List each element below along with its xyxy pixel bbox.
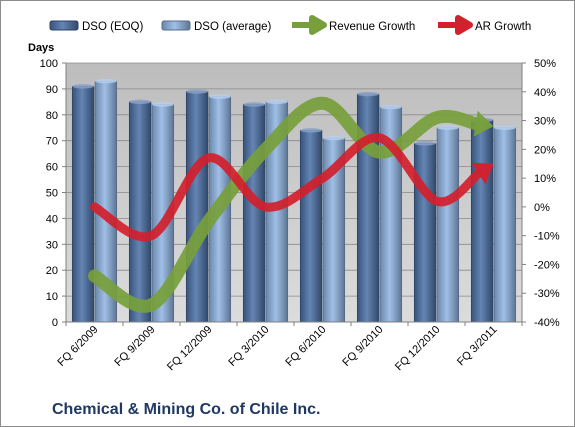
- legend-item-ar-growth: AR Growth: [438, 15, 531, 35]
- bar-cap-dso-average-fq-3-2010: [266, 99, 288, 105]
- bar-dso-eoq-fq-3-2010: [242, 104, 266, 323]
- y-tick-label: 50: [46, 188, 58, 200]
- bar-cap-dso-average-fq-6-2009: [95, 78, 117, 84]
- y-tick-label: 30: [46, 239, 58, 251]
- x-tick-label: FQ 6/2010: [283, 324, 328, 369]
- y-tick-label: 40: [46, 213, 58, 225]
- y-axis-right: -40% -30% -20% -10% 0% 10% 20% 30% 40% 50%: [521, 58, 560, 329]
- legend-label-dso-eoq: DSO (EOQ): [82, 21, 144, 33]
- x-tick-label: FQ 3/2010: [226, 324, 271, 369]
- bar-dso-eoq-fq-6-2009: [71, 86, 95, 323]
- x-tick-label: FQ 6/2009: [55, 324, 100, 369]
- y-tick-label: 80: [46, 110, 58, 122]
- bar-dso-average-fq-3-2011: [493, 127, 517, 323]
- y-tick-label: 100: [40, 58, 58, 70]
- y-tick-label: 60: [46, 162, 58, 174]
- legend-label-dso-average: DSO (average): [194, 21, 272, 33]
- bar-cap-dso-eoq-fq-9-2009: [129, 99, 151, 105]
- y2-tick-label: -30%: [534, 288, 560, 300]
- bar-dso-eoq-fq-12-2010: [413, 142, 437, 323]
- bar-cap-dso-average-fq-9-2009: [152, 102, 174, 107]
- y-tick-label: 0: [52, 317, 58, 329]
- legend-swatch-dso-average: [161, 20, 191, 31]
- y2-tick-label: 0%: [534, 202, 550, 214]
- y-axis-title: Days: [28, 42, 54, 54]
- y2-tick-label: 30%: [534, 116, 556, 128]
- y2-tick-label: 40%: [534, 87, 556, 99]
- x-tick-label: FQ 9/2009: [112, 324, 157, 369]
- legend-arrow-ar-growth: [438, 15, 473, 35]
- chart-title: Chemical & Mining Co. of Chile Inc.: [52, 401, 320, 418]
- bar-cap-dso-eoq-fq-6-2010: [300, 128, 322, 133]
- legend-arrow-revenue-growth: [292, 15, 327, 35]
- bar-dso-eoq-fq-9-2009: [128, 101, 152, 323]
- bar-cap-dso-eoq-fq-6-2009: [72, 84, 94, 89]
- bar-dso-average-fq-12-2010: [436, 127, 460, 323]
- arrowhead-revenue-growth: [473, 110, 494, 137]
- y-tick-label: 70: [46, 136, 58, 148]
- legend: DSO (EOQ) DSO (average) Revenue Growth A…: [49, 15, 531, 35]
- legend-item-revenue-growth: Revenue Growth: [292, 15, 415, 35]
- legend-label-revenue-growth: Revenue Growth: [329, 21, 415, 33]
- bar-cap-dso-average-fq-12-2009: [209, 94, 231, 99]
- y2-tick-label: 20%: [534, 144, 556, 156]
- bar-dso-eoq-fq-6-2010: [299, 130, 323, 323]
- y2-tick-label: 50%: [534, 58, 556, 70]
- legend-label-ar-growth: AR Growth: [475, 21, 531, 33]
- bar-dso-eoq-fq-3-2011: [470, 119, 494, 323]
- y2-tick-label: 10%: [534, 173, 556, 185]
- y-axis-left: 0 10 20 30 40 50 60 70 80 90 100: [40, 58, 67, 329]
- x-tick-label: FQ 3/2011: [455, 324, 500, 369]
- line-ar-growth: [90, 133, 483, 242]
- y-tick-label: 90: [46, 84, 58, 96]
- bar-cap-dso-average-fq-12-2010: [437, 125, 459, 130]
- bar-cap-dso-eoq-fq-9-2010: [357, 91, 379, 97]
- legend-item-dso-average: DSO (average): [161, 20, 272, 33]
- bar-cap-dso-average-fq-3-2011: [494, 125, 516, 130]
- bar-cap-dso-eoq-fq-12-2009: [186, 89, 208, 94]
- line-revenue-growth: [88, 96, 483, 313]
- y-tick-label: 10: [46, 291, 58, 303]
- x-tick-label: FQ 12/2009: [165, 324, 215, 374]
- bar-cap-dso-eoq-fq-3-2010: [243, 102, 265, 107]
- y2-tick-label: -10%: [534, 231, 560, 243]
- y-tick-label: 20: [46, 265, 58, 277]
- x-axis: FQ 6/2009 FQ 9/2009 FQ 12/2009 FQ 3/2010 FQ …: [55, 322, 523, 374]
- y2-tick-label: -40%: [534, 317, 560, 329]
- bar-dso-eoq-fq-12-2009: [185, 91, 209, 323]
- y2-tick-label: -20%: [534, 259, 560, 271]
- x-tick-label: FQ 9/2010: [340, 324, 385, 369]
- arrowhead-ar-growth: [471, 162, 494, 185]
- x-tick-label: FQ 12/2010: [393, 324, 443, 374]
- growth-lines: [88, 96, 494, 313]
- bar-cap-dso-average-fq-6-2010: [323, 135, 345, 141]
- bar-dso-eoq-fq-9-2010: [356, 93, 380, 323]
- bar-cap-dso-eoq-fq-12-2010: [414, 141, 436, 146]
- bar-cap-dso-average-fq-9-2010: [380, 104, 402, 110]
- legend-item-dso-eoq: DSO (EOQ): [49, 20, 144, 33]
- legend-swatch-dso-eoq: [49, 20, 79, 31]
